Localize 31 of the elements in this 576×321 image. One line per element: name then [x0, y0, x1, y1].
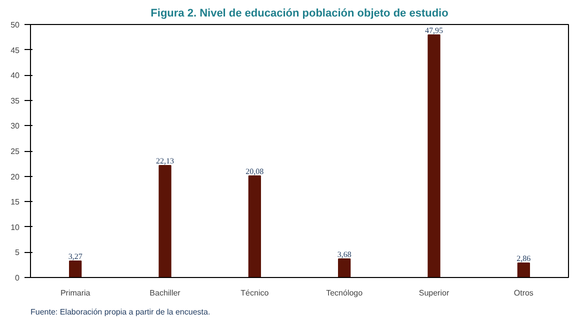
- data-label: 3,68: [337, 250, 352, 259]
- source-note: Fuente: Elaboración propia a partir de la encuesta.: [30, 308, 210, 316]
- bar: [338, 258, 351, 278]
- x-tick-label: Superior: [418, 288, 450, 298]
- y-tick-label: 25: [10, 147, 20, 156]
- bar: [248, 175, 261, 278]
- x-tick-label: Tecnólogo: [326, 288, 364, 298]
- data-label: 22,13: [156, 156, 174, 166]
- data-label: 47,95: [425, 26, 443, 35]
- y-tick-label: 30: [10, 122, 20, 131]
- y-tick-label: 0: [15, 274, 20, 282]
- bar: [428, 34, 440, 278]
- bar: [69, 260, 82, 278]
- bar: [158, 165, 172, 278]
- x-tick-label: Técnico: [240, 288, 270, 298]
- y-tick-label: 40: [10, 71, 20, 80]
- y-tick-label: 15: [10, 198, 20, 207]
- y-tick-label: 35: [10, 96, 20, 106]
- y-tick-label: 50: [10, 20, 20, 30]
- y-tick-label: 45: [10, 46, 20, 55]
- y-tick-label: 5: [15, 248, 20, 258]
- data-label: 20,08: [246, 166, 264, 176]
- x-tick-label: Otros: [514, 288, 534, 298]
- data-label: 2,86: [516, 254, 531, 264]
- x-tick-label: Bachiller: [150, 288, 181, 298]
- x-tick-label: Primaria: [60, 288, 91, 298]
- bar: [517, 262, 530, 278]
- y-tick-label: 10: [10, 222, 20, 232]
- chart-title: Figura 2. Nivel de educación población objeto de estudio: [150, 8, 449, 20]
- data-label: 3,27: [68, 252, 82, 261]
- y-tick-label: 20: [10, 172, 20, 182]
